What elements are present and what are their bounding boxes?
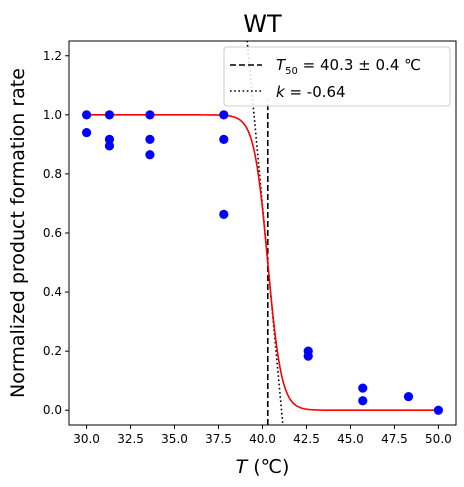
legend-k-text: = -0.64 xyxy=(285,83,346,101)
y-axis-title: Normalized product formation rate xyxy=(7,68,29,398)
x-tick-label: 50.0 xyxy=(425,432,452,446)
data-point xyxy=(104,110,115,120)
x-tick-label: 35.0 xyxy=(161,432,188,446)
x-axis-variable: T xyxy=(236,456,249,478)
data-point xyxy=(358,383,368,393)
y-tick-label: 0.2 xyxy=(43,344,62,358)
legend-k-var: k xyxy=(276,83,286,101)
data-point xyxy=(104,141,115,151)
data-point xyxy=(219,134,229,144)
legend-entry-t50: T50 = 40.3 ± 0.4 ℃ xyxy=(276,56,421,77)
data-point xyxy=(81,110,92,120)
legend-box xyxy=(223,46,451,107)
x-tick-label: 45.0 xyxy=(337,432,364,446)
legend-t50-var: T xyxy=(276,56,287,74)
legend: T50 = 40.3 ± 0.4 ℃ k = -0.64 xyxy=(223,46,451,107)
x-tick-label: 47.5 xyxy=(381,432,408,446)
y-tick-label: 0.8 xyxy=(43,167,62,181)
y-tick-label: 1.2 xyxy=(43,49,62,63)
data-points xyxy=(81,110,444,415)
x-tick-label: 40.0 xyxy=(249,432,276,446)
x-axis-title: T (℃) xyxy=(236,456,290,478)
data-point xyxy=(358,396,368,406)
legend-entry-k: k = -0.64 xyxy=(276,83,346,101)
legend-t50-sub: 50 xyxy=(285,66,298,77)
x-tick-label: 42.5 xyxy=(293,432,320,446)
data-point xyxy=(433,405,444,415)
sigmoid-fit-curve xyxy=(86,114,439,412)
y-tick-label: 1.0 xyxy=(43,108,62,122)
data-point xyxy=(145,110,155,120)
data-point xyxy=(145,150,155,160)
legend-t50-text: = 40.3 ± 0.4 ℃ xyxy=(298,56,421,74)
plot-content xyxy=(81,41,444,425)
x-tick-label: 32.5 xyxy=(117,432,144,446)
data-point xyxy=(403,392,414,402)
data-point xyxy=(219,110,229,120)
chart-title: WT xyxy=(243,10,282,38)
x-tick-label: 30.0 xyxy=(73,432,100,446)
x-tick-label: 37.5 xyxy=(205,432,232,446)
slope-tangent-line xyxy=(246,41,284,425)
data-point xyxy=(303,351,313,361)
data-point xyxy=(219,209,229,219)
y-tick-label: 0.4 xyxy=(43,285,62,299)
y-tick-label: 0.0 xyxy=(43,403,62,417)
data-point xyxy=(145,134,155,144)
x-axis-ticks: 30.0 32.5 35.0 37.5 40.0 42.5 45.0 47.5 50.0 xyxy=(73,425,452,446)
data-point xyxy=(104,134,115,144)
y-tick-label: 0.6 xyxy=(43,226,62,240)
data-point xyxy=(81,127,92,138)
y-axis-ticks: 0.0 0.2 0.4 0.6 0.8 1.0 1.2 xyxy=(43,49,69,417)
x-axis-unit: (℃) xyxy=(247,456,289,478)
